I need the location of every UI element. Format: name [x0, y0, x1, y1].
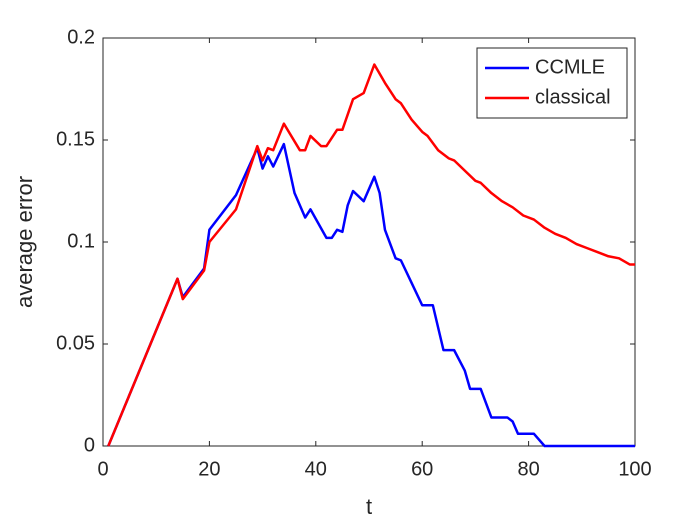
legend-label: CCMLE: [535, 56, 605, 78]
y-tick-label: 0: [84, 434, 95, 456]
x-tick-label: 0: [97, 458, 108, 480]
legend-box: [476, 47, 628, 119]
legend-label: classical: [535, 86, 611, 108]
series-line: [107, 63, 635, 447]
x-tick-label: 20: [198, 458, 220, 480]
series-line: [107, 142, 635, 448]
y-tick-label: 0.2: [67, 26, 95, 48]
x-tick-label: 100: [618, 458, 651, 480]
x-axis-label: t: [366, 494, 372, 519]
y-axis-label: average error: [12, 176, 37, 308]
y-tick-label: 0.1: [67, 230, 95, 252]
x-tick-label: 40: [305, 458, 327, 480]
y-tick-label: 0.05: [56, 332, 95, 354]
x-tick-label: 80: [517, 458, 539, 480]
x-tick-label: 60: [411, 458, 433, 480]
y-tick-label: 0.15: [56, 128, 95, 150]
